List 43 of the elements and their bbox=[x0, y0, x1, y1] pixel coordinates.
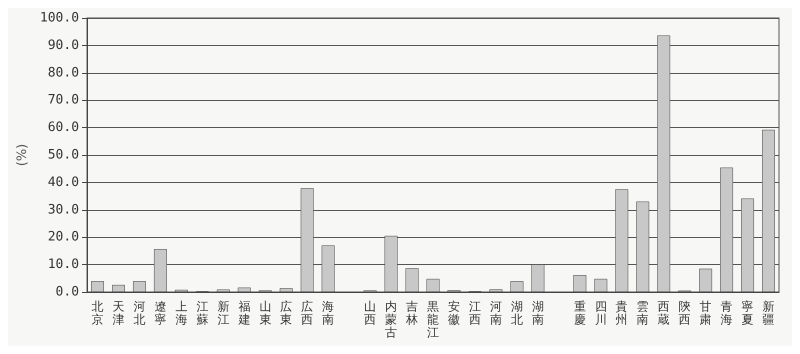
x-tick-label: 遼寧 bbox=[154, 300, 166, 326]
x-tick-label: 北京 bbox=[92, 300, 104, 326]
x-tick-label: 広西 bbox=[301, 300, 314, 326]
y-axis-title: (%) bbox=[15, 144, 30, 166]
y-tick-label: 70.0 bbox=[48, 92, 80, 108]
x-tick-label: 内蒙古 bbox=[385, 300, 398, 340]
x-tick-label: 西蔵 bbox=[658, 300, 670, 326]
x-tick-label: 黒龍江 bbox=[427, 300, 440, 340]
y-tick-label: 10.0 bbox=[48, 257, 80, 272]
x-tick-label: 安徽 bbox=[448, 300, 460, 326]
y-tick-label: 0.0 bbox=[56, 284, 80, 300]
x-tick-label: 福建 bbox=[237, 300, 250, 326]
x-tick-label: 河南 bbox=[490, 300, 502, 326]
x-tick-label: 江西 bbox=[468, 300, 481, 326]
y-tick-label: 60.0 bbox=[48, 120, 80, 136]
y-tick-label: 100.0 bbox=[40, 10, 80, 26]
y-tick-label: 40.0 bbox=[48, 174, 80, 190]
x-tick-label: 山西 bbox=[364, 300, 376, 326]
x-tick-label: 四川 bbox=[594, 300, 607, 326]
y-tick-label: 20.0 bbox=[48, 230, 80, 245]
x-tick-label: 陝西 bbox=[678, 300, 691, 326]
x-tick-label: 雲南 bbox=[636, 300, 649, 326]
x-tick-label: 天津 bbox=[112, 300, 124, 326]
x-tick-label: 貴州 bbox=[616, 300, 628, 326]
y-tick-label: 30.0 bbox=[48, 202, 80, 218]
x-tick-label: 甘粛 bbox=[700, 300, 712, 326]
y-tick-label: 90.0 bbox=[48, 38, 80, 53]
x-tick-label: 江蘇 bbox=[196, 300, 208, 326]
x-tick-label: 湖北 bbox=[510, 300, 523, 326]
x-tick-label: 河北 bbox=[133, 300, 146, 326]
x-tick-label: 青海 bbox=[720, 300, 733, 326]
x-tick-label: 重慶 bbox=[574, 300, 586, 326]
x-tick-label: 湖南 bbox=[532, 300, 544, 326]
x-tick-label: 新疆 bbox=[762, 300, 775, 326]
x-tick-label: 新江 bbox=[217, 300, 230, 326]
x-tick-label: 広東 bbox=[280, 300, 292, 326]
x-tick-label: 吉林 bbox=[405, 300, 418, 326]
y-tick-label: 80.0 bbox=[48, 65, 80, 80]
x-tick-label: 海南 bbox=[322, 300, 334, 326]
x-tick-label: 上海 bbox=[175, 300, 188, 326]
x-tick-label: 山東 bbox=[259, 300, 272, 326]
x-tick-label: 寧夏 bbox=[742, 300, 754, 326]
y-tick-label: 50.0 bbox=[48, 148, 80, 162]
